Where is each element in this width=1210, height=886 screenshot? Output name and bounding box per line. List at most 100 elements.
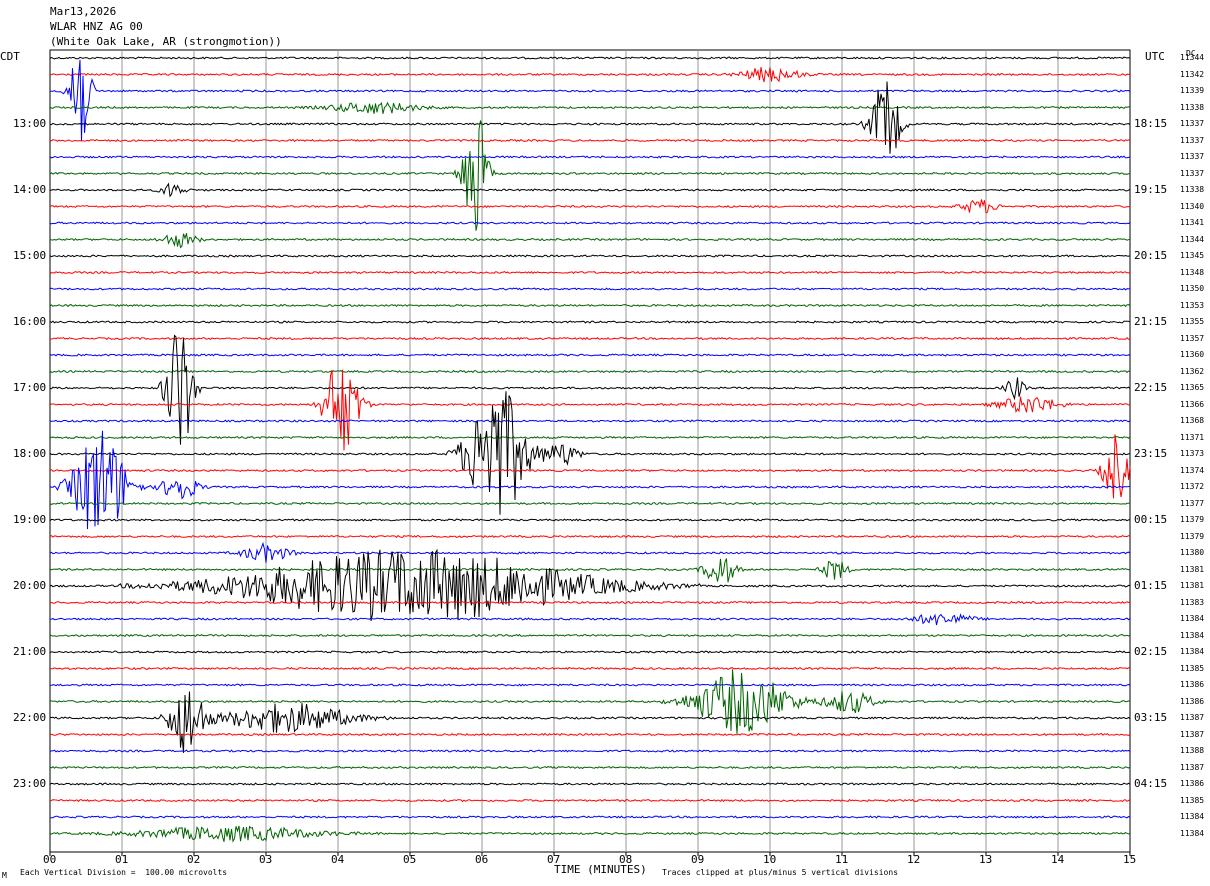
dc-offset-label: 11337	[1180, 135, 1205, 145]
x-tick-label: 00	[43, 853, 57, 866]
seismic-trace	[49, 182, 1131, 198]
dc-offset-label: 11342	[1180, 69, 1205, 79]
station-date: Mar13,2026	[50, 5, 117, 18]
dc-offset-label: 11348	[1180, 267, 1205, 277]
dc-offset-label: 11381	[1180, 564, 1205, 574]
dc-offset-label: 11373	[1180, 449, 1205, 458]
x-tick-label: 15	[1123, 853, 1137, 866]
seismic-trace	[49, 155, 1131, 159]
left-hour-label: 23:00	[13, 777, 47, 790]
left-hour-label: 20:00	[13, 579, 47, 592]
station-location: (White Oak Lake, AR (strongmotion))	[50, 35, 282, 48]
seismic-trace	[49, 541, 1131, 563]
dc-offset-label: 11384	[1180, 647, 1205, 656]
seismic-trace	[49, 81, 1131, 154]
dc-offset-label: 11379	[1180, 515, 1205, 524]
dc-offset-label: 11368	[1180, 416, 1205, 425]
dc-offset-label: 11384	[1180, 630, 1205, 640]
seismic-trace	[49, 254, 1131, 258]
dc-offset-label: 11385	[1180, 663, 1205, 673]
seismic-trace	[49, 369, 1131, 451]
dc-offset-label: 11362	[1180, 366, 1205, 376]
dc-offset-label: 11374	[1180, 465, 1205, 475]
seismic-trace	[49, 430, 1131, 530]
x-tick-label: 08	[619, 853, 633, 866]
seismic-trace	[49, 613, 1131, 626]
seismic-trace	[49, 548, 1130, 622]
seismic-trace	[50, 600, 1131, 605]
seismic-trace	[49, 666, 1131, 671]
seismic-trace	[49, 303, 1131, 308]
plot-frame	[49, 49, 1131, 853]
x-tick-label: 10	[763, 853, 777, 866]
right-hour-label: 21:15	[1134, 315, 1168, 328]
seismic-trace	[49, 56, 1131, 60]
clip-note: Traces clipped at plus/minus 5 vertical …	[662, 868, 899, 877]
dc-offset-label: 11387	[1180, 762, 1205, 772]
seismic-trace	[49, 558, 1131, 583]
x-tick-label: 14	[1051, 853, 1065, 866]
x-tick-label: 02	[187, 853, 201, 866]
seismic-trace	[49, 336, 1131, 341]
left-timezone-label: CDT	[0, 50, 20, 63]
x-axis-ticks	[49, 852, 1131, 856]
seismic-trace	[49, 683, 1131, 687]
seismic-trace	[49, 199, 1131, 214]
corner-mark: M	[2, 871, 7, 880]
dc-offset-label: 11380	[1180, 548, 1205, 557]
x-tick-label: 06	[475, 853, 489, 866]
dc-offset-label: 11384	[1180, 812, 1205, 821]
dc-offset-label: 11366	[1180, 399, 1205, 409]
dc-offset-label: 11387	[1180, 729, 1205, 739]
right-hour-label: 04:15	[1134, 777, 1168, 790]
dc-offset-label: 11388	[1180, 746, 1205, 755]
dc-offset-label: 11337	[1180, 119, 1205, 128]
dc-offset-label: 11341	[1180, 218, 1205, 227]
dc-offset-label: 11386	[1180, 696, 1205, 706]
seismic-trace	[49, 334, 1131, 445]
seismic-trace	[49, 798, 1131, 803]
seismic-trace	[49, 749, 1131, 753]
seismic-trace	[49, 287, 1131, 291]
dc-offset-label: 11379	[1180, 531, 1205, 541]
dc-offset-label: 11377	[1180, 498, 1205, 508]
seismic-trace	[49, 691, 1131, 753]
x-tick-label: 04	[331, 853, 345, 866]
dc-offset-label: 11338	[1180, 102, 1205, 112]
left-hour-label: 14:00	[13, 183, 47, 196]
seismic-trace	[50, 59, 1131, 142]
seismic-trace	[49, 221, 1131, 225]
dc-offset-label: 11344	[1180, 53, 1205, 62]
seismic-trace	[49, 518, 1131, 522]
right-hour-label: 03:15	[1134, 711, 1168, 724]
minute-gridlines	[121, 50, 1059, 852]
dc-offset-label: 11355	[1180, 317, 1205, 326]
seismic-trace	[49, 732, 1131, 737]
right-hour-label: 19:15	[1134, 183, 1168, 196]
seismic-trace	[49, 233, 1131, 249]
x-tick-label: 03	[259, 853, 273, 866]
seismic-trace	[49, 782, 1131, 786]
station-channel: WLAR HNZ AG 00	[50, 20, 143, 33]
seismic-trace	[49, 419, 1131, 423]
seismic-trace	[49, 633, 1131, 638]
seismic-trace	[49, 270, 1131, 275]
trace-group	[49, 56, 1131, 843]
left-hour-label: 13:00	[13, 117, 47, 130]
x-tick-label: 05	[403, 853, 417, 866]
left-hour-label: 17:00	[13, 381, 47, 394]
x-tick-label: 01	[115, 853, 129, 866]
seismic-trace	[49, 435, 1131, 440]
seismic-trace	[49, 353, 1131, 357]
dc-offset-label: 11337	[1180, 168, 1205, 178]
x-axis-title: TIME (MINUTES)	[554, 863, 647, 876]
dc-offset-label: 11387	[1180, 713, 1205, 722]
x-tick-label: 07	[547, 853, 561, 866]
right-hour-label: 02:15	[1134, 645, 1168, 658]
seismic-trace	[49, 391, 1131, 515]
seismic-trace	[49, 434, 1131, 499]
dc-offset-label: 11350	[1180, 284, 1205, 293]
seismic-trace	[50, 669, 1131, 734]
dc-offset-label: 11339	[1180, 86, 1205, 95]
dc-offset-label: 11365	[1180, 383, 1205, 392]
